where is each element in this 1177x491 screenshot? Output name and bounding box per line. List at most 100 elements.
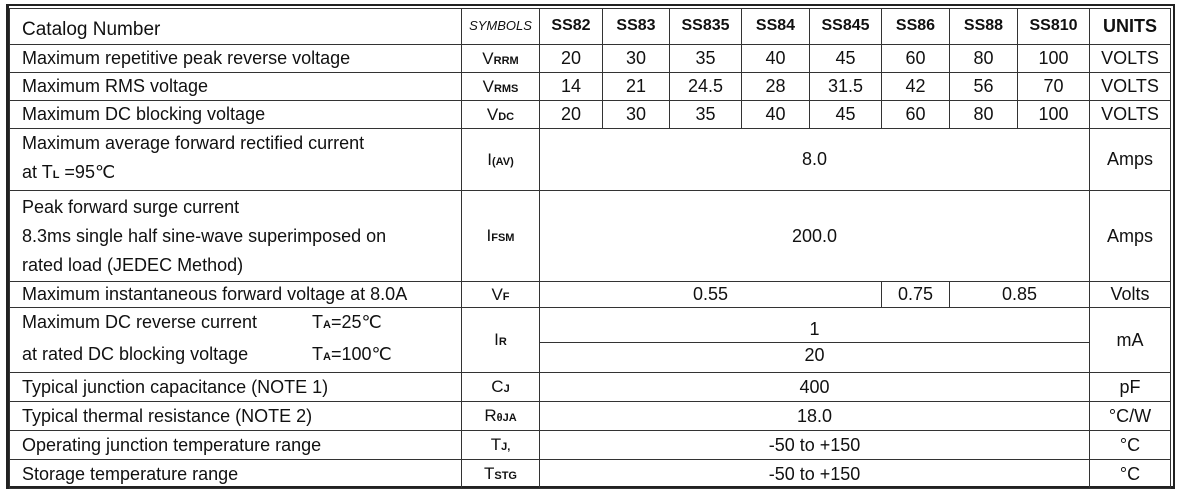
symbol: TJ, [461, 430, 540, 460]
table-row: Maximum repetitive peak reverse voltage … [9, 44, 1171, 73]
sym-sub: (AV) [491, 155, 514, 168]
symbol: VRRM [461, 44, 540, 73]
sym-sub: STG [494, 470, 517, 483]
value: 14 [539, 72, 603, 101]
cond-text: T [312, 344, 323, 364]
value: 45 [809, 100, 882, 129]
part-header: SS84 [741, 8, 810, 45]
units: Amps [1089, 190, 1171, 282]
value: 80 [949, 100, 1018, 129]
units: °C/W [1089, 401, 1171, 431]
value: 70 [1017, 72, 1090, 101]
units: VOLTS [1089, 72, 1171, 101]
table-row: Maximum RMS voltage VRMS 14 21 24.5 28 31.5 42… [9, 72, 1171, 101]
sym-sub: F [502, 290, 510, 303]
value: 8.0 [539, 128, 1090, 191]
label-text: Maximum DC reverse current [22, 312, 258, 332]
value: 30 [602, 44, 670, 73]
table-row-iav: Maximum average forward rectified curren… [9, 128, 1171, 191]
row-label: Storage temperature range [9, 459, 462, 489]
part-header: SS88 [949, 8, 1018, 45]
table-row-ir: Maximum DC reverse current T A=25℃ at rate… [9, 307, 1171, 373]
symbol: I(AV) [461, 128, 540, 191]
value: 21 [602, 72, 670, 101]
units: Volts [1089, 281, 1171, 308]
units: °C [1089, 430, 1171, 460]
value: 200.0 [539, 190, 1090, 282]
row-label: Peak forward surge current [22, 196, 240, 217]
value: 42 [881, 72, 950, 101]
sym-main: V [482, 48, 494, 68]
table-row-cj: Typical junction capacitance (NOTE 1) CJ… [9, 372, 1171, 402]
units-header: UNITS [1089, 8, 1171, 45]
cond-value: =95℃ [59, 162, 116, 182]
row-label-condition: at TL =95℃ [22, 158, 461, 190]
header-row: Catalog Number SYMBOLS SS82 SS83 SS835 S… [9, 8, 1171, 45]
sym-sub: R [498, 336, 507, 349]
units: Amps [1089, 128, 1171, 191]
cond-value: =25℃ [330, 312, 382, 332]
value: 80 [949, 44, 1018, 73]
value: 0.55 [539, 281, 882, 308]
sym-main: I [487, 149, 492, 169]
value: 20 [539, 44, 603, 73]
cond-sub: L [52, 169, 60, 181]
table-row-vf: Maximum instantaneous forward voltage at… [9, 281, 1171, 308]
part-header: SS810 [1017, 8, 1090, 45]
symbol: VF [461, 281, 540, 308]
value: 100 [1017, 100, 1090, 129]
symbols-header: SYMBOLS [461, 8, 540, 45]
row-label: Operating junction temperature range [9, 430, 462, 460]
sym-main: I [494, 330, 499, 350]
value: -50 to +150 [539, 459, 1090, 489]
table-row-tstg: Storage temperature range TSTG -50 to +1… [9, 459, 1171, 489]
value: 20 [804, 344, 825, 365]
sym-sub: θJA [496, 412, 517, 425]
value: 0.85 [949, 281, 1090, 308]
value: 45 [809, 44, 882, 73]
symbol: TSTG [461, 459, 540, 489]
value: 40 [741, 44, 810, 73]
units: VOLTS [1089, 44, 1171, 73]
value: 40 [741, 100, 810, 129]
value: 100 [1017, 44, 1090, 73]
sym-main: R [484, 406, 497, 426]
sym-sub: RRM [493, 54, 519, 67]
catalog-number-header: Catalog Number [9, 8, 462, 45]
symbol: IR [461, 307, 540, 373]
row-label: at rated DC blocking voltage TA=100℃ [22, 340, 461, 372]
sym-sub: FSM [491, 232, 515, 245]
sym-main: T [483, 464, 495, 484]
sym-main: I [486, 226, 492, 246]
units: pF [1089, 372, 1171, 402]
value: 20 [539, 100, 603, 129]
table-row-ifsm: Peak forward surge current 8.3ms single h… [9, 190, 1171, 282]
value: 18.0 [539, 401, 1090, 431]
row-label: rated load (JEDEC Method) [22, 254, 244, 275]
value: 31.5 [809, 72, 882, 101]
value: 28 [741, 72, 810, 101]
table-row-rth: Typical thermal resistance (NOTE 2) RθJA… [9, 401, 1171, 431]
value: 35 [669, 100, 742, 129]
row-label: Maximum repetitive peak reverse voltage [9, 44, 462, 73]
sym-sub: RMS [493, 82, 519, 95]
value: 60 [881, 44, 950, 73]
symbol: VRMS [461, 72, 540, 101]
sym-sub: J, [501, 441, 511, 454]
ratings-table: Catalog Number SYMBOLS SS82 SS83 SS835 S… [9, 8, 1171, 489]
row-label: Maximum DC blocking voltage [9, 100, 462, 129]
sym-main: V [486, 104, 499, 124]
part-header: SS86 [881, 8, 950, 45]
part-header: SS835 [669, 8, 742, 45]
value: 35 [669, 44, 742, 73]
sym-sub: J [503, 383, 510, 396]
sym-main: V [491, 284, 503, 304]
label-text: at rated DC blocking voltage [22, 344, 249, 364]
row-label: Maximum instantaneous forward voltage at… [9, 281, 462, 308]
symbol: RθJA [461, 401, 540, 431]
table-row-tj: Operating junction temperature range TJ,… [9, 430, 1171, 460]
cond-sub: A [323, 319, 331, 331]
value: 0.75 [881, 281, 950, 308]
row-label: Typical junction capacitance (NOTE 1) [9, 372, 462, 402]
symbol: IFSM [461, 190, 540, 282]
